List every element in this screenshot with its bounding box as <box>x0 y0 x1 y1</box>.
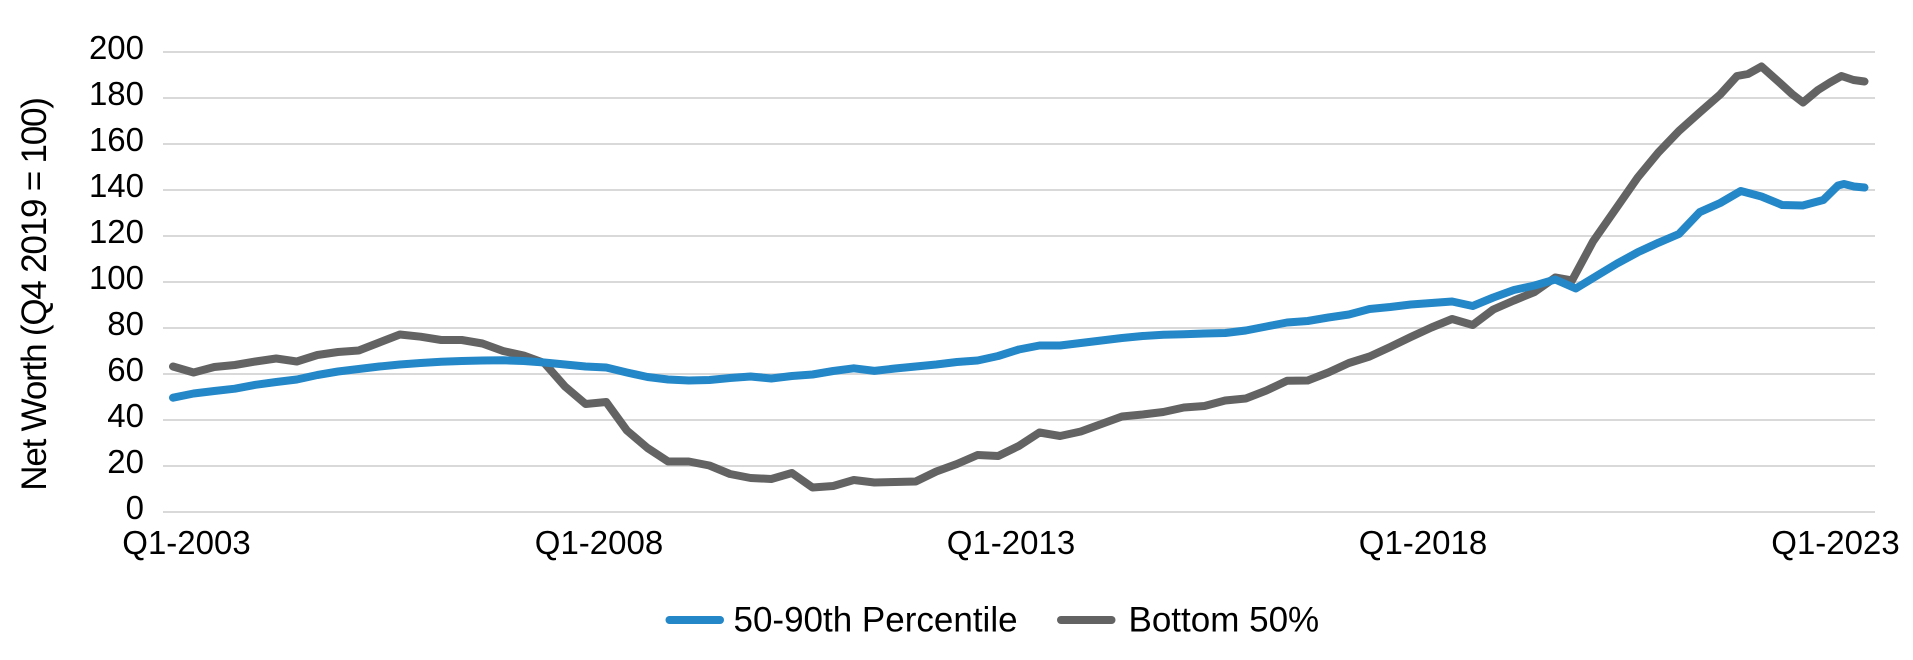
svg-text:200: 200 <box>89 29 144 66</box>
svg-text:Q1-2018: Q1-2018 <box>1359 524 1487 561</box>
svg-text:180: 180 <box>89 75 144 112</box>
svg-text:120: 120 <box>89 213 144 250</box>
svg-text:Bottom 50%: Bottom 50% <box>1129 601 1320 640</box>
svg-text:60: 60 <box>107 351 144 388</box>
svg-text:50-90th Percentile: 50-90th Percentile <box>734 601 1018 640</box>
svg-text:Q1-2023: Q1-2023 <box>1771 524 1899 561</box>
svg-text:0: 0 <box>126 489 144 526</box>
svg-text:140: 140 <box>89 167 144 204</box>
svg-text:160: 160 <box>89 121 144 158</box>
svg-text:40: 40 <box>107 397 144 434</box>
svg-text:80: 80 <box>107 305 144 342</box>
svg-text:Q1-2013: Q1-2013 <box>947 524 1075 561</box>
svg-text:Q1-2003: Q1-2003 <box>122 524 250 561</box>
svg-text:Q1-2008: Q1-2008 <box>535 524 663 561</box>
svg-text:100: 100 <box>89 259 144 296</box>
svg-text:20: 20 <box>107 443 144 480</box>
svg-text:Net Worth (Q4 2019 = 100): Net Worth (Q4 2019 = 100) <box>15 98 54 491</box>
